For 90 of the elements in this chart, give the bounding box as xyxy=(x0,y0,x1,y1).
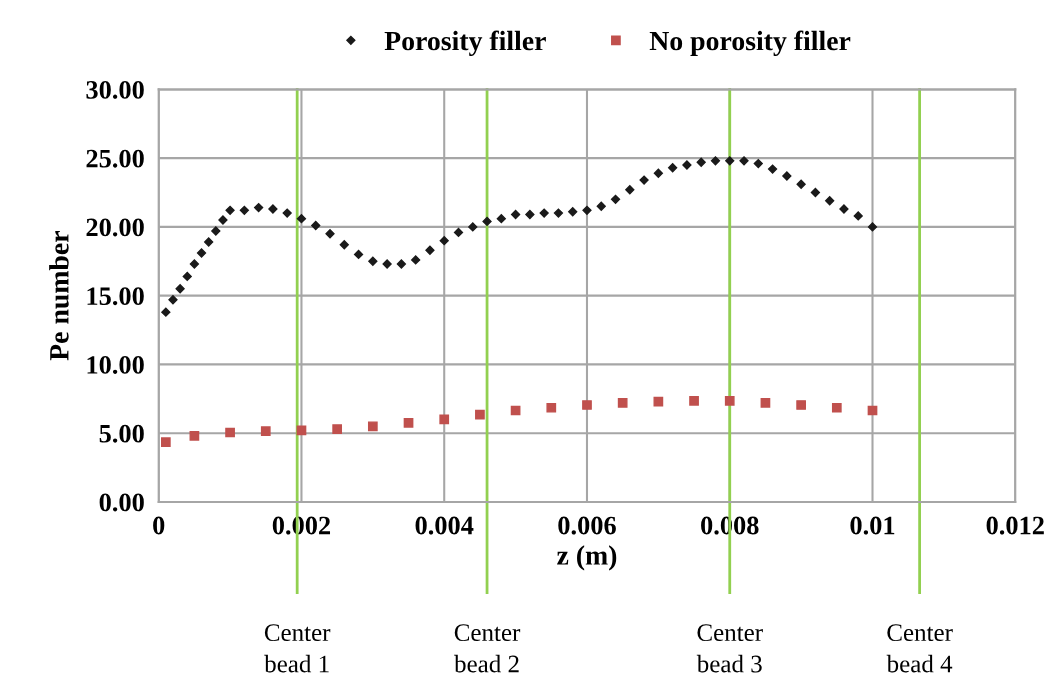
point xyxy=(325,229,335,239)
point xyxy=(539,208,549,218)
point xyxy=(639,175,649,185)
point xyxy=(196,248,207,258)
point xyxy=(596,201,606,211)
point xyxy=(696,157,706,167)
point xyxy=(625,185,635,195)
legend-label: Porosity filler xyxy=(384,30,546,57)
point xyxy=(339,240,349,250)
point xyxy=(724,396,735,406)
point xyxy=(189,431,200,441)
point xyxy=(546,402,557,413)
point xyxy=(403,418,414,428)
point xyxy=(568,207,578,217)
legend-label: No porosity filler xyxy=(649,30,851,57)
point xyxy=(468,222,478,232)
point xyxy=(353,249,364,260)
point xyxy=(710,156,721,166)
point xyxy=(311,220,321,231)
point xyxy=(225,427,235,438)
point xyxy=(282,208,292,218)
point xyxy=(617,398,628,408)
point xyxy=(582,205,592,215)
point xyxy=(810,187,821,198)
point xyxy=(796,179,806,189)
point xyxy=(510,209,521,220)
point xyxy=(553,208,564,218)
point xyxy=(168,295,178,305)
x-tick-label: 0 xyxy=(153,516,165,535)
y-axis-title: Pe number xyxy=(49,231,69,361)
y-tick-label: 5.00 xyxy=(99,424,144,443)
point xyxy=(525,209,535,220)
point xyxy=(182,271,192,282)
point xyxy=(368,256,378,266)
point xyxy=(367,421,378,432)
point xyxy=(653,168,663,178)
point xyxy=(396,259,407,269)
point xyxy=(739,156,749,166)
x-tick-label: 0.012 xyxy=(986,516,1044,535)
point xyxy=(725,156,735,166)
x-tick-label: 0.01 xyxy=(850,516,895,535)
point xyxy=(254,203,264,213)
point xyxy=(867,222,878,232)
y-tick-label: 10.00 xyxy=(87,356,144,374)
x-tick-label: 0.004 xyxy=(415,516,474,535)
point xyxy=(332,424,343,434)
point xyxy=(296,214,307,224)
point xyxy=(853,211,863,221)
x-axis-title: z (m) xyxy=(557,545,617,571)
point xyxy=(239,205,249,215)
point xyxy=(211,226,221,236)
point xyxy=(411,255,421,265)
point xyxy=(668,163,678,173)
y-tick-label: 30.00 xyxy=(86,80,144,99)
point xyxy=(160,437,171,447)
point xyxy=(225,205,235,215)
point xyxy=(260,426,271,436)
point xyxy=(825,196,835,206)
point xyxy=(582,400,592,410)
point xyxy=(382,259,392,269)
point xyxy=(189,259,200,269)
point xyxy=(610,194,621,204)
ref-line-label: Center bead 3 xyxy=(696,624,763,673)
point xyxy=(689,396,699,406)
y-tick-label: 20.00 xyxy=(86,218,144,237)
point xyxy=(175,284,185,294)
point xyxy=(831,402,842,413)
point xyxy=(425,245,435,255)
point xyxy=(268,204,278,214)
point xyxy=(796,400,806,410)
point xyxy=(204,237,214,247)
point xyxy=(682,160,692,170)
point xyxy=(496,214,506,224)
y-tick-label: 0.00 xyxy=(99,493,144,512)
point xyxy=(753,158,763,169)
ref-line-label: Center bead 2 xyxy=(454,624,521,673)
point xyxy=(439,236,449,246)
point xyxy=(782,171,792,181)
y-tick-label: 25.00 xyxy=(86,149,144,168)
point xyxy=(453,227,464,238)
point xyxy=(475,409,485,420)
point xyxy=(439,414,450,425)
point xyxy=(482,216,492,227)
x-tick-label: 0.006 xyxy=(558,516,616,535)
point xyxy=(161,307,171,317)
ref-line-label: Center bead 1 xyxy=(264,624,331,673)
point xyxy=(760,398,771,408)
ref-line-label: Center bead 4 xyxy=(886,624,953,673)
y-tick-label: 15.00 xyxy=(87,287,144,306)
point xyxy=(767,164,778,174)
